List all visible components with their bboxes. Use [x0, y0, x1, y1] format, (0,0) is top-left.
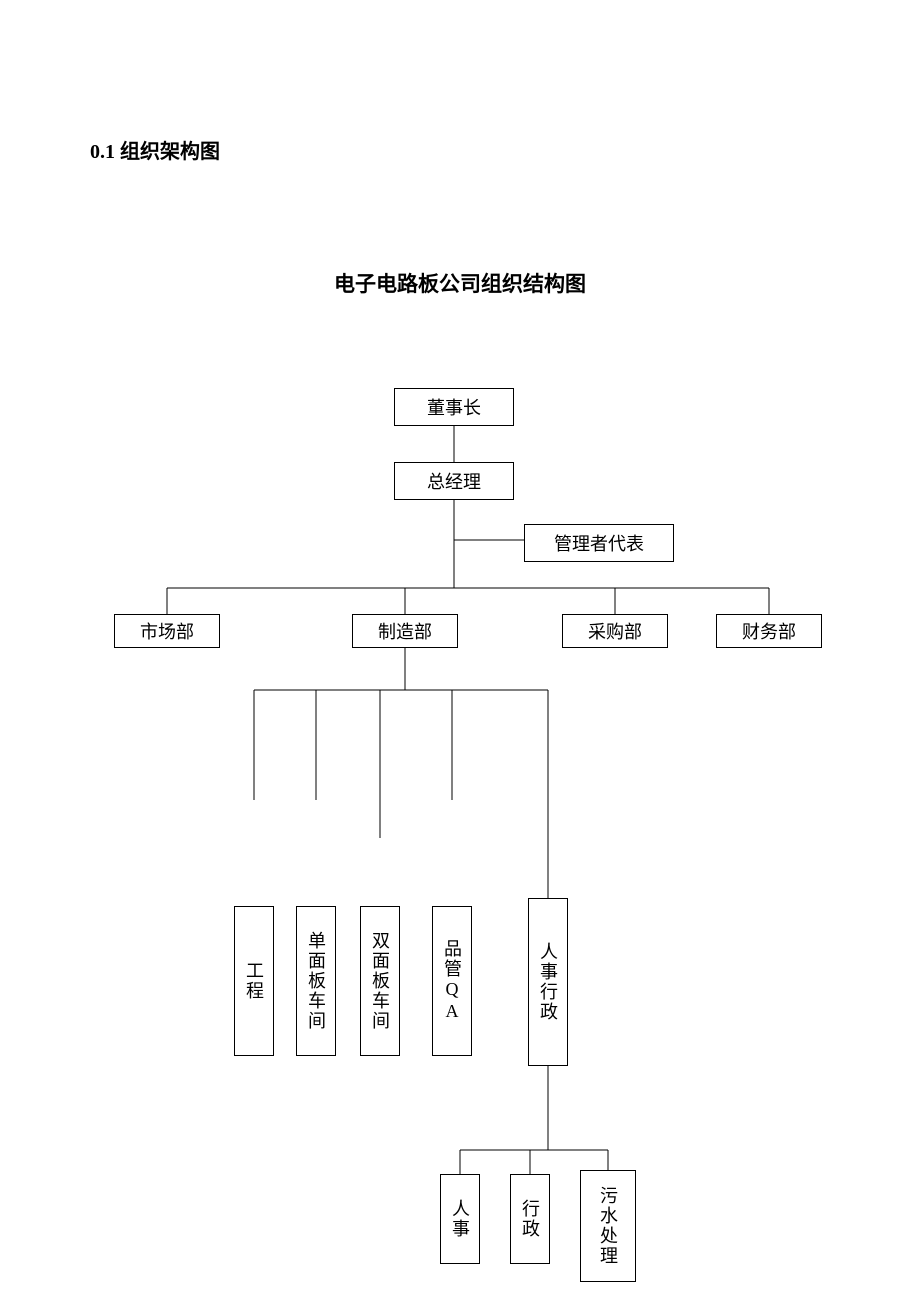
node-wastewater: 污水处理: [580, 1170, 636, 1282]
node-double-sided: 双面板车间: [360, 906, 400, 1056]
node-hr: 人事: [440, 1174, 480, 1264]
node-hr-admin: 人事行政: [528, 898, 568, 1066]
node-manufacturing: 制造部: [352, 614, 458, 648]
node-qa: 品管QA: [432, 906, 472, 1056]
chart-title: 电子电路板公司组织结构图: [0, 268, 920, 298]
node-mgmt-rep: 管理者代表: [524, 524, 674, 562]
connectors: [0, 0, 920, 1302]
node-general-manager: 总经理: [394, 462, 514, 500]
node-marketing: 市场部: [114, 614, 220, 648]
page: 0.1 组织架构图 电子电路板公司组织结构图 董事长 总经理 管理者代表 市场部…: [0, 0, 920, 1302]
node-engineering: 工程: [234, 906, 274, 1056]
node-admin: 行政: [510, 1174, 550, 1264]
section-heading: 0.1 组织架构图: [90, 135, 220, 164]
node-finance: 财务部: [716, 614, 822, 648]
node-purchasing: 采购部: [562, 614, 668, 648]
node-chairman: 董事长: [394, 388, 514, 426]
node-single-sided: 单面板车间: [296, 906, 336, 1056]
